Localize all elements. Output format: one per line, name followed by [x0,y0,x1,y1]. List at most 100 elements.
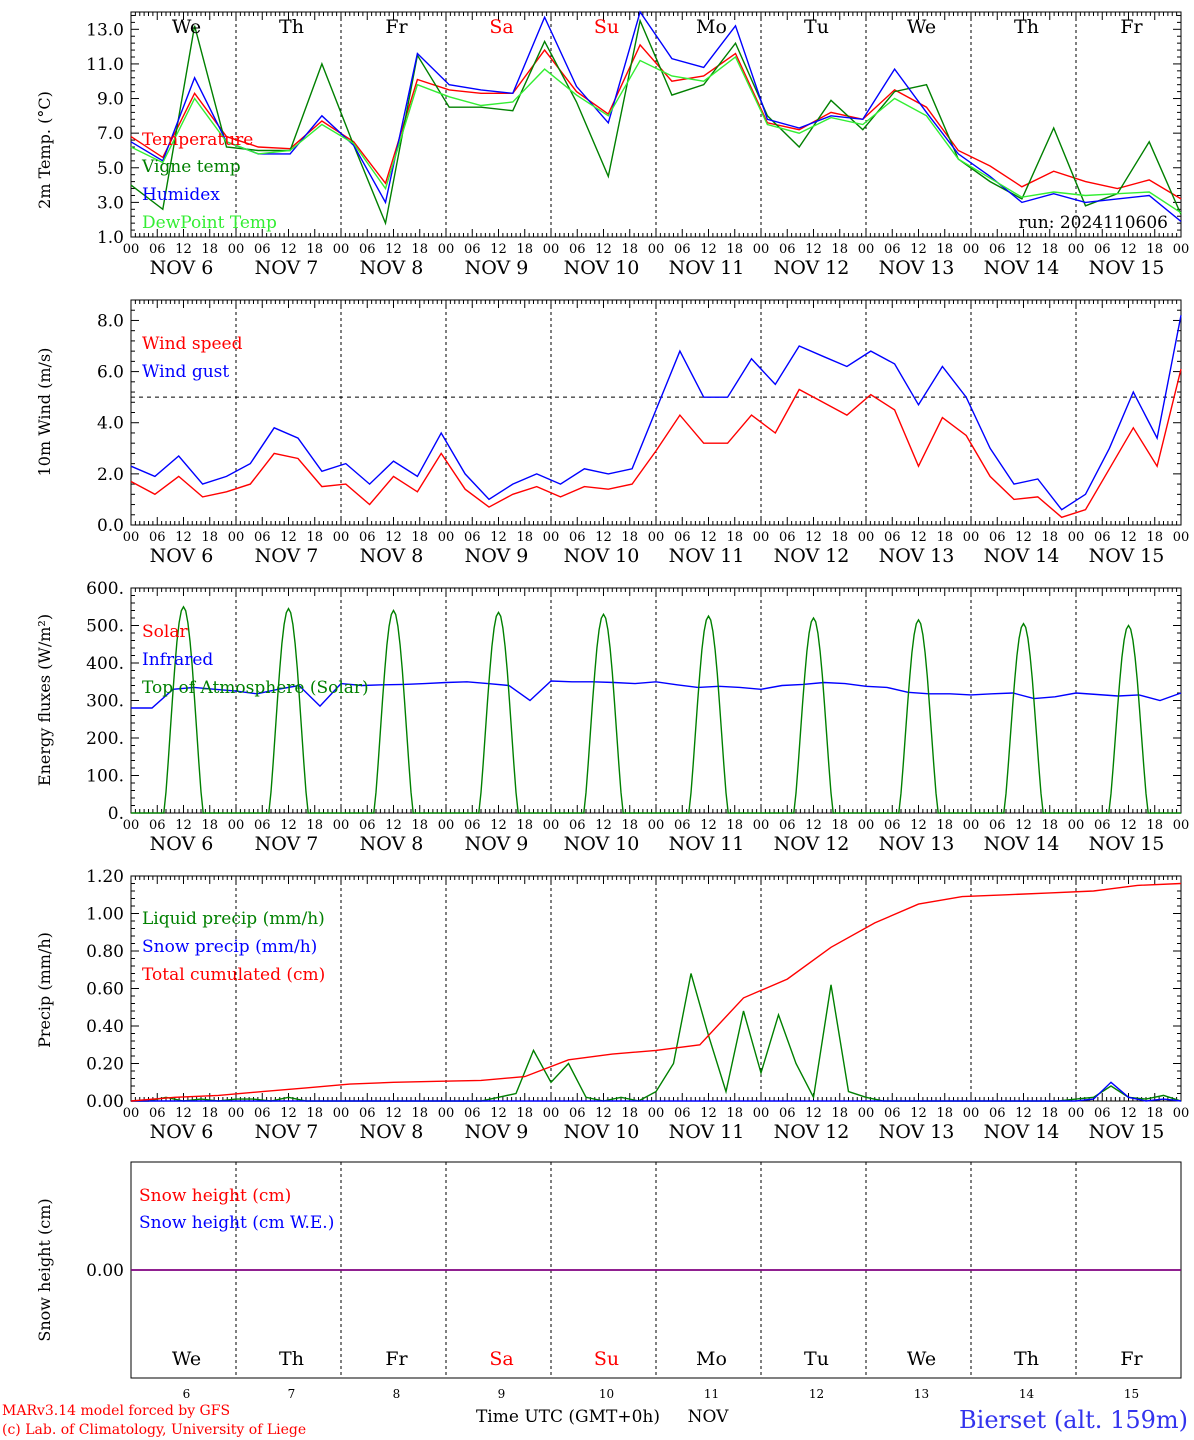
hour-tick-label: 06 [359,1106,376,1121]
hour-tick-label: 06 [674,530,691,545]
hour-tick-label: 18 [411,242,428,257]
hour-tick-label: 06 [884,1106,901,1121]
day-name: Fr [385,16,408,38]
series-top-of-atmosphere-solar [131,605,1181,814]
date-label: NOV 11 [669,545,745,567]
hour-tick-label: 12 [490,818,507,833]
hour-tick-label: 12 [175,818,192,833]
hour-tick-label: 06 [149,242,166,257]
hour-tick-label: 12 [1120,818,1137,833]
hour-tick-label: 06 [1094,242,1111,257]
hour-tick-label: 00 [1068,242,1085,257]
hour-tick-label: 00 [123,242,140,257]
y-tick-label: 1.0 [97,228,124,248]
hour-tick-label: 18 [621,818,638,833]
hour-tick-label: 18 [1041,1106,1058,1121]
y-tick-label: 0.80 [86,942,124,962]
hour-tick-label: 12 [1015,242,1032,257]
date-label: NOV 15 [1089,1121,1165,1143]
date-label: NOV 7 [255,1121,319,1143]
hour-tick-label: 18 [621,242,638,257]
series-snow-precip-mm-h [131,1081,1182,1102]
hour-tick-label: 12 [385,530,402,545]
hour-tick-label: 18 [726,818,743,833]
hour-tick-label: 06 [989,242,1006,257]
hour-tick-label: 18 [831,530,848,545]
temperature-minor-ticks [130,12,1182,237]
y-tick-label: 6.0 [97,363,124,383]
day-name: Mo [696,1348,727,1370]
hour-tick-label: 06 [674,1106,691,1121]
hour-tick-label: 00 [543,818,560,833]
series-humidex [130,10,1182,222]
hour-tick-label: 00 [123,530,140,545]
hour-tick-label: 06 [149,1106,166,1121]
hour-tick-label: 06 [989,1106,1006,1121]
precip-y-axis: 0.00 0.20 0.40 0.60 0.80 1.00 1.20 [86,867,1181,1112]
date-label: NOV 12 [774,833,850,855]
legend-wind-gust: Wind gust [142,362,229,382]
hour-tick-label: 00 [228,1106,245,1121]
legend-total-cumulated: Total cumulated (cm) [142,965,325,985]
hour-tick-label: 12 [280,530,297,545]
day-name: We [172,16,201,38]
hour-tick-label: 18 [1041,242,1058,257]
hour-tick-label: 00 [1173,1106,1190,1121]
y-tick-label: 0.20 [86,1055,124,1075]
precip-axis-title: Precip (mm/h) [35,932,54,1048]
hour-tick-label: 00 [1068,530,1085,545]
hour-tick-label: 12 [280,1106,297,1121]
hour-tick-label: 18 [201,818,218,833]
date-label: NOV 13 [879,833,955,855]
hour-tick-label: 12 [805,242,822,257]
day-name: Th [279,1348,304,1370]
hour-tick-label: 12 [490,530,507,545]
hour-tick-label: 06 [779,818,796,833]
energy-panel: 0. 100. 200. 300. 400. 500. 600. Energy fluxes… [35,579,1182,824]
day-name: We [172,1348,201,1370]
hour-tick-label: 18 [831,242,848,257]
hour-tick-label: 18 [726,530,743,545]
hour-tick-label: 18 [936,818,953,833]
hour-tick-label: 00 [648,1106,665,1121]
day-name: Sa [489,16,513,38]
hour-tick-label: 06 [254,530,271,545]
hour-tick-label: 18 [831,818,848,833]
date-label: NOV 9 [465,833,529,855]
hour-tick-label: 06 [359,530,376,545]
hour-tick-label: 06 [464,530,481,545]
hour-tick-label: 18 [621,1106,638,1121]
hour-tick-label: 00 [963,242,980,257]
legend-snow-height-we: Snow height (cm W.E.) [139,1213,334,1233]
hour-tick-label: 18 [1146,818,1163,833]
hour-tick-label: 18 [1146,242,1163,257]
hour-tick-label: 18 [1041,530,1058,545]
day-name: Fr [1120,1348,1143,1370]
hour-tick-label: 06 [149,530,166,545]
hour-tick-label: 12 [175,530,192,545]
y-tick-label: 0.00 [86,1092,124,1112]
hour-tick-label: 12 [700,818,717,833]
day-name: We [907,16,936,38]
date-label: NOV 7 [255,257,319,279]
y-tick-label: 1.00 [86,905,124,925]
date-label: NOV 11 [669,833,745,855]
hour-tick-label: 18 [1146,1106,1163,1121]
hour-tick-label: 00 [333,242,350,257]
hour-tick-label: 18 [411,530,428,545]
hour-tick-label: 12 [805,818,822,833]
hour-tick-label: 12 [700,242,717,257]
hour-tick-label: 18 [201,242,218,257]
wind-series [130,315,1182,519]
date-label: NOV 7 [255,833,319,855]
day-name: Su [594,16,619,38]
y-tick-label: 11.0 [86,55,124,75]
hour-tick-label: 00 [963,1106,980,1121]
date-label: NOV 14 [984,545,1060,567]
date-label: NOV 15 [1089,833,1165,855]
hour-tick-label: 06 [1094,1106,1111,1121]
date-label: NOV 14 [984,257,1060,279]
run-label: run: 2024110606 [1019,213,1168,233]
hour-tick-label: 06 [989,530,1006,545]
hour-tick-label: 18 [516,530,533,545]
